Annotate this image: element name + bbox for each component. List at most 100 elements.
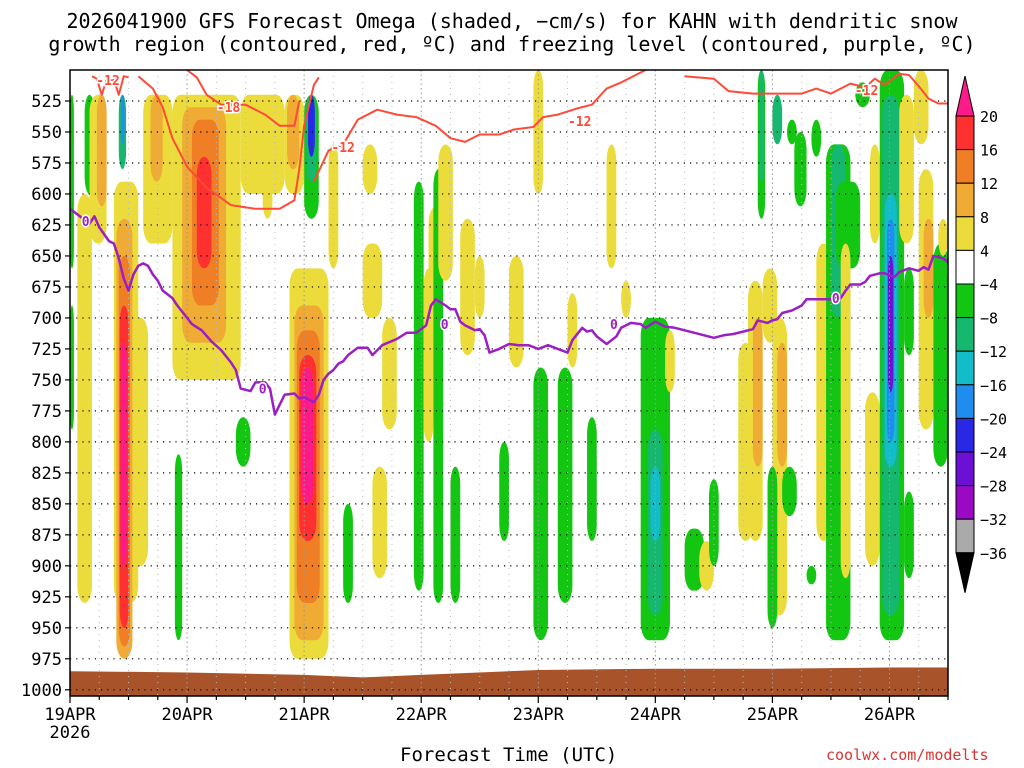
ground-layer — [70, 667, 948, 696]
omega-cell — [96, 94, 107, 207]
colorbar-swatch — [955, 451, 975, 487]
dgz-contour-label: -12 — [855, 84, 878, 99]
colorbar-label: 12 — [980, 175, 998, 193]
omega-cell — [133, 317, 149, 566]
y-tick-label: 1000 — [21, 681, 62, 701]
omega-cell — [855, 82, 870, 108]
omega-cell — [120, 342, 127, 566]
omega-cell — [433, 169, 444, 604]
colorbar: 20 16 12 8 4 −4 −8 −12 −16 −20 −24 −28 −32 −36 — [955, 75, 1007, 593]
colorbar-swatch — [955, 417, 975, 453]
y-tick-label: 675 — [31, 278, 62, 298]
omega-cell — [174, 454, 183, 641]
omega-cell — [913, 70, 929, 145]
x-tick-label: 22APR — [396, 705, 448, 725]
colorbar-swatch — [955, 115, 975, 151]
omega-cell — [665, 330, 675, 393]
omega-cell — [708, 479, 719, 566]
freezing-contour-label: 0 — [832, 292, 840, 307]
omega-cell — [806, 565, 817, 585]
y-tick-label: 850 — [31, 495, 62, 515]
colorbar-label: 8 — [980, 209, 989, 227]
dgz-minus12-contour — [137, 75, 320, 210]
dgz-minus18-contour — [186, 70, 301, 127]
omega-cell — [777, 342, 788, 467]
omega-cell — [772, 94, 783, 145]
omega-cell — [782, 466, 797, 517]
omega-cell — [904, 268, 914, 356]
freezing-contour-label: 0 — [82, 215, 90, 230]
omega-cell — [150, 94, 163, 182]
colorbar-swatch — [955, 249, 975, 285]
dgz-minus12-contour — [91, 75, 129, 96]
omega-cell — [343, 503, 353, 604]
x-tick-year: 2026 — [50, 723, 91, 743]
y-tick-label: 875 — [31, 526, 62, 546]
chart-title-line-2: growth region (contoured, red, ºC) and f… — [48, 32, 976, 56]
omega-cell — [362, 144, 378, 194]
credit-link[interactable]: coolwx.com/modelts — [826, 746, 989, 764]
y-tick-label: 975 — [31, 650, 62, 670]
omega-cell — [684, 528, 705, 591]
omega-cell — [938, 218, 948, 256]
omega-cell — [869, 144, 880, 244]
y-tick-label: 700 — [31, 309, 62, 329]
omega-cell — [865, 392, 880, 566]
y-tick-label: 825 — [31, 464, 62, 484]
omega-cell — [606, 144, 617, 269]
chart-title-line-1: 2026041900 GFS Forecast Omega (shaded, −… — [66, 9, 958, 33]
x-tick-label: 24APR — [630, 705, 682, 725]
colorbar-swatch — [955, 485, 975, 520]
y-tick-label: 525 — [31, 92, 62, 112]
axes-layer: 525 550 575 600 625 650 675 700 725 750 775 800 825 8… — [21, 69, 949, 743]
omega-cell — [621, 280, 631, 318]
dgz-contour-label: -12 — [331, 141, 354, 156]
omega-cell — [438, 144, 453, 281]
grid-layer — [70, 70, 948, 696]
colorbar-swatch — [955, 350, 975, 386]
omega-cell — [899, 94, 914, 244]
x-axis-label: Forecast Time (UTC) — [400, 744, 618, 766]
omega-cell — [301, 367, 313, 504]
colorbar-top-triangle — [955, 75, 975, 117]
dgz-contour-label: -12 — [568, 115, 591, 130]
omega-cell — [557, 367, 573, 604]
dgz-contour-label: -12 — [96, 74, 119, 89]
colorbar-label: −16 — [980, 377, 1007, 395]
colorbar-label: 20 — [980, 108, 998, 126]
colorbar-swatch — [955, 384, 975, 419]
x-tick-label: 23APR — [513, 705, 565, 725]
y-tick-label: 625 — [31, 216, 62, 236]
colorbar-swatch — [955, 518, 975, 554]
omega-cell — [382, 317, 397, 430]
y-tick-label: 800 — [31, 433, 62, 453]
omega-cell — [121, 94, 125, 145]
dgz-contour-label: -18 — [217, 101, 241, 116]
y-tick-label: 950 — [31, 619, 62, 639]
colorbar-label: −20 — [980, 410, 1007, 428]
x-tick-label: 25APR — [747, 705, 799, 725]
omega-cell — [308, 94, 315, 157]
x-tick-label: 19APR — [44, 705, 96, 725]
contour-labels: -12 -18 -12 -12 -12 0 0 0 0 0 — [80, 72, 880, 399]
colorbar-bottom-triangle — [955, 552, 975, 593]
colorbar-label: −4 — [980, 276, 998, 294]
omega-cell — [328, 144, 339, 269]
omega-cell — [70, 305, 74, 430]
omega-cell — [933, 243, 948, 467]
y-tick-label: 550 — [31, 123, 62, 143]
colorbar-label: −8 — [980, 310, 998, 328]
colorbar-swatch — [955, 317, 975, 352]
omega-cell — [362, 243, 383, 318]
colorbar-label: 16 — [980, 142, 998, 160]
x-tick-label: 20APR — [161, 705, 213, 725]
x-tick-label: 21APR — [279, 705, 331, 725]
y-tick-label: 650 — [31, 247, 62, 267]
y-tick-label: 775 — [31, 402, 62, 422]
omega-cell — [77, 193, 92, 604]
y-tick-label: 725 — [31, 340, 62, 360]
omega-cell — [835, 181, 861, 269]
colorbar-label: −32 — [980, 511, 1007, 529]
y-tick-label: 575 — [31, 154, 62, 174]
